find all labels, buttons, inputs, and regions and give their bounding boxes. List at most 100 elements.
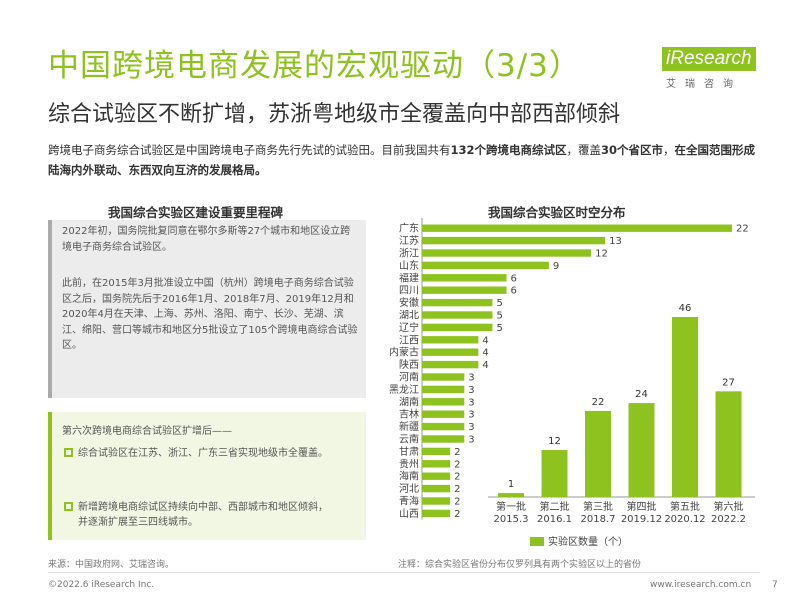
batch-bar	[585, 410, 611, 497]
province-bar	[422, 447, 451, 456]
batch-bar	[715, 391, 742, 497]
square-bullet-icon	[64, 448, 73, 457]
province-bar	[422, 236, 606, 245]
province-label: 黑龙江	[389, 383, 419, 396]
logo-subtitle: 艾瑞咨询	[666, 79, 742, 90]
province-bar	[422, 224, 732, 232]
batch-value-label: 1	[508, 479, 514, 490]
province-value-label: 3	[468, 422, 474, 433]
province-value-label: 4	[482, 360, 488, 371]
province-bar	[422, 422, 465, 431]
province-label: 内蒙古	[389, 346, 419, 359]
province-value-label: 13	[609, 236, 622, 247]
source-text: 来源：中国政府网、艾瑞咨询。	[48, 560, 175, 570]
province-label: 吉林	[399, 408, 419, 421]
sixth-batch-box: 第六次跨境电商综合试验区扩增后—— 综合试验区在江苏、浙江、广东三省实现地级市全…	[48, 412, 366, 540]
batch-value-label: 12	[548, 436, 561, 447]
province-label: 江西	[399, 334, 419, 346]
milestone-paragraph-1: 2022年初，国务院批复同意在鄂尔多斯等27个城市和地区设立跨境电子商务综合试验…	[62, 226, 351, 253]
province-label: 安徽	[399, 296, 419, 309]
province-bar	[422, 298, 493, 307]
batch-date-label: 2020.12	[664, 514, 705, 525]
bullet-text: 综合试验区在江苏、浙江、广东三省实现地级市全覆盖。	[78, 448, 328, 459]
province-label: 湖南	[399, 395, 419, 408]
iresearch-logo: iResearch 艾瑞咨询	[662, 47, 762, 93]
province-bar	[422, 348, 479, 356]
intro-text-1: 跨境电子商务综合试验区是中国跨境电子商务先行先试的试验田。目前我国共有	[48, 143, 451, 157]
province-value-label: 2	[454, 459, 460, 470]
page-number: 7	[772, 580, 778, 590]
province-bar	[422, 435, 465, 443]
province-value-label: 3	[468, 385, 474, 396]
province-value-label: 6	[511, 286, 517, 297]
batch-name-label: 第一批	[496, 500, 526, 513]
bullet-text: 新增跨境电商综试区持续向中部、西部城市和地区倾斜，并逐渐扩展至三四线城市。	[78, 502, 328, 528]
province-label: 辽宁	[399, 321, 419, 334]
province-label: 陕西	[399, 358, 419, 371]
batch-value-label: 22	[592, 397, 605, 408]
intro-paragraph: 跨境电子商务综合试验区是中国跨境电子商务先行先试的试验田。目前我国共有132个跨…	[48, 140, 758, 180]
province-bar	[422, 484, 451, 493]
province-value-label: 3	[468, 373, 474, 384]
province-label: 山东	[399, 259, 419, 272]
province-value-label: 12	[595, 249, 608, 260]
province-bar	[422, 286, 507, 294]
legend-label: 实验区数量（个）	[548, 535, 628, 548]
province-label: 浙江	[399, 248, 419, 260]
province-bar	[422, 274, 507, 282]
province-value-label: 2	[454, 509, 460, 520]
province-value-label: 6	[511, 273, 517, 284]
province-value-label: 2	[454, 484, 460, 495]
batch-date-label: 2018.7	[581, 514, 616, 525]
province-bar	[422, 497, 451, 505]
province-label: 四川	[399, 286, 419, 297]
batch-name-label: 第四批	[627, 500, 657, 513]
province-value-label: 3	[468, 410, 474, 421]
batch-name-label: 第六批	[714, 500, 744, 513]
province-bar	[422, 509, 451, 518]
province-value-label: 2	[454, 497, 460, 508]
batch-bar	[628, 403, 655, 497]
province-bar	[422, 385, 465, 394]
intro-bold-1: 132个跨境电商综试区	[450, 143, 567, 157]
milestone-paragraph-2: 此前，在2015年3月批准设立中国（杭州）跨境电子商务综合试验区之后，国务院先后…	[62, 278, 358, 351]
province-bar	[422, 410, 465, 418]
province-bar	[422, 360, 479, 369]
milestones-box: 2022年初，国务院批复同意在鄂尔多斯等27个城市和地区设立跨境电子商务综合试验…	[48, 220, 366, 398]
batch-bar	[498, 493, 524, 497]
province-label: 河南	[399, 371, 419, 384]
province-value-label: 3	[468, 435, 474, 446]
province-label: 江苏	[399, 234, 419, 247]
province-label: 云南	[399, 433, 419, 446]
intro-bold-3: 在全国范围形成陆海内外联动、东西双向互济的发展格局。	[48, 143, 756, 177]
batch-name-label: 第二批	[540, 500, 570, 513]
province-value-label: 5	[496, 311, 502, 322]
milestones-title: 我国综合实验区建设重要里程碑	[108, 205, 284, 220]
batch-name-label: 第五批	[670, 500, 700, 513]
intro-text-3: ，	[663, 143, 675, 157]
province-bar	[422, 261, 549, 270]
province-bar	[422, 311, 493, 319]
province-label: 新疆	[399, 420, 419, 433]
province-bar	[422, 373, 465, 381]
province-value-label: 4	[482, 335, 488, 346]
legend-swatch	[530, 537, 544, 546]
province-label: 青海	[399, 495, 419, 508]
province-value-label: 2	[454, 447, 460, 458]
province-value-label: 5	[496, 298, 502, 309]
footer-divider	[48, 572, 760, 573]
province-value-label: 2	[454, 472, 460, 483]
copyright-text: ©2022.6 iResearch Inc.	[48, 580, 155, 590]
province-bar	[422, 472, 451, 480]
province-label: 山西	[399, 508, 419, 520]
province-bar	[422, 398, 465, 406]
province-value-label: 9	[553, 261, 559, 272]
page-subtitle: 综合试验区不断扩增，苏浙粤地级市全覆盖向中部西部倾斜	[48, 102, 621, 127]
province-value-label: 3	[468, 397, 474, 408]
intro-bold-2: 30个省区市	[601, 143, 664, 157]
province-bar	[422, 336, 479, 344]
province-bar	[422, 323, 493, 332]
province-value-label: 22	[736, 224, 749, 235]
batch-value-label: 24	[635, 389, 648, 400]
